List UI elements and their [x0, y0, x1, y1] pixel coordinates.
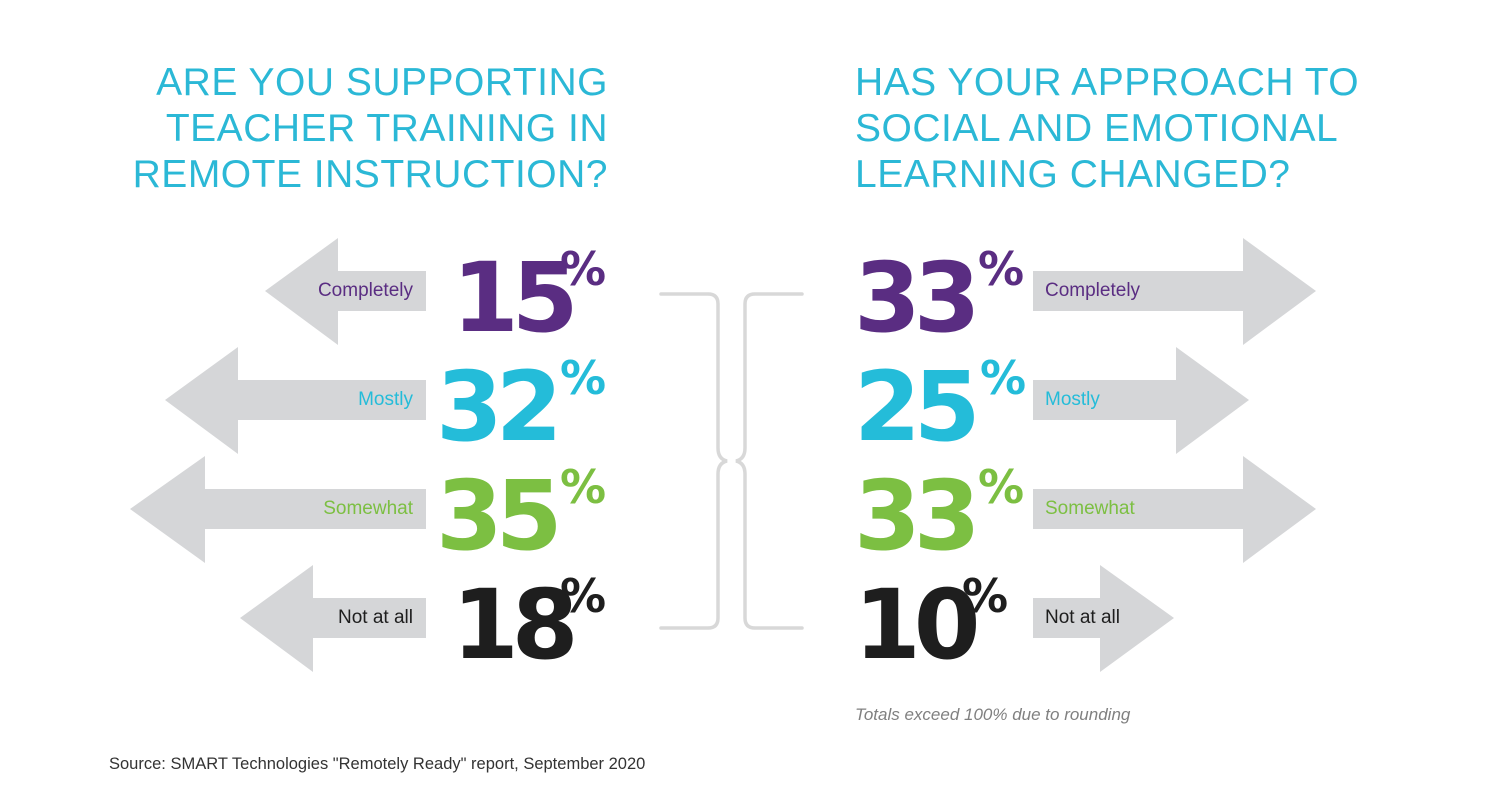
right-arrow-somewhat-icon — [1033, 456, 1316, 563]
rounding-note: Totals exceed 100% due to rounding — [855, 705, 1131, 724]
right-value-mostly: 25% — [854, 351, 1026, 463]
left-value-mostly-number: 32 — [436, 351, 563, 463]
right-title-line-3: LEARNING CHANGED? — [855, 153, 1291, 196]
right-title-line-2: SOCIAL AND EMOTIONAL — [855, 107, 1339, 150]
right-value-completely-number: 33 — [854, 242, 981, 354]
left-value-completely: 15% — [452, 242, 606, 354]
right-title-line-1: HAS YOUR APPROACH TO — [855, 61, 1360, 104]
percent-sign: % — [560, 569, 607, 623]
percent-sign: % — [980, 351, 1027, 405]
right-value-not-at-all-number: 10 — [854, 569, 981, 681]
percent-sign: % — [978, 242, 1025, 296]
left-arrow-not-at-all-icon — [240, 565, 426, 672]
right-bracket-icon — [735, 292, 804, 630]
left-value-somewhat-number: 35 — [436, 460, 563, 572]
left-value-somewhat: 35% — [436, 460, 606, 572]
right-value-somewhat: 33% — [854, 460, 1024, 572]
left-arrow-completely-icon — [265, 238, 426, 345]
right-arrow-not-at-all-icon — [1033, 565, 1174, 672]
right-value-not-at-all: 10% — [854, 569, 1008, 681]
percent-sign: % — [978, 460, 1025, 514]
percent-sign: % — [962, 569, 1009, 623]
right-value-mostly-number: 25 — [854, 351, 981, 463]
right-value-completely: 33% — [854, 242, 1024, 354]
left-value-not-at-all-number: 18 — [452, 569, 579, 681]
left-value-mostly: 32% — [436, 351, 606, 463]
left-title-line-3: REMOTE INSTRUCTION? — [132, 153, 608, 196]
left-label-mostly: Mostly — [358, 389, 413, 410]
left-bracket-icon — [659, 292, 728, 630]
right-value-somewhat-number: 33 — [854, 460, 981, 572]
right-label-not-at-all: Not at all — [1045, 607, 1120, 628]
right-arrow-completely-icon — [1033, 238, 1316, 345]
left-value-not-at-all: 18% — [452, 569, 606, 681]
left-label-somewhat: Somewhat — [323, 498, 413, 519]
percent-sign: % — [560, 460, 607, 514]
left-title-line-2: TEACHER TRAINING IN — [165, 107, 608, 150]
right-label-mostly: Mostly — [1045, 389, 1100, 410]
source-citation: Source: SMART Technologies "Remotely Rea… — [109, 755, 646, 773]
percent-sign: % — [560, 351, 607, 405]
left-title-line-1: ARE YOU SUPPORTING — [156, 61, 608, 104]
left-label-completely: Completely — [317, 280, 413, 301]
left-label-not-at-all: Not at all — [338, 607, 413, 628]
left-arrow-somewhat-icon — [130, 456, 426, 563]
right-label-completely: Completely — [1045, 280, 1141, 301]
right-label-somewhat: Somewhat — [1045, 498, 1135, 519]
percent-sign: % — [560, 242, 607, 296]
right-question-title: HAS YOUR APPROACH TO SOCIAL AND EMOTIONA… — [855, 60, 1359, 198]
left-arrow-mostly-icon — [165, 347, 426, 454]
right-arrow-mostly-icon — [1033, 347, 1249, 454]
left-value-completely-number: 15 — [452, 242, 579, 354]
left-question-title: ARE YOU SUPPORTING TEACHER TRAINING IN R… — [133, 60, 608, 198]
